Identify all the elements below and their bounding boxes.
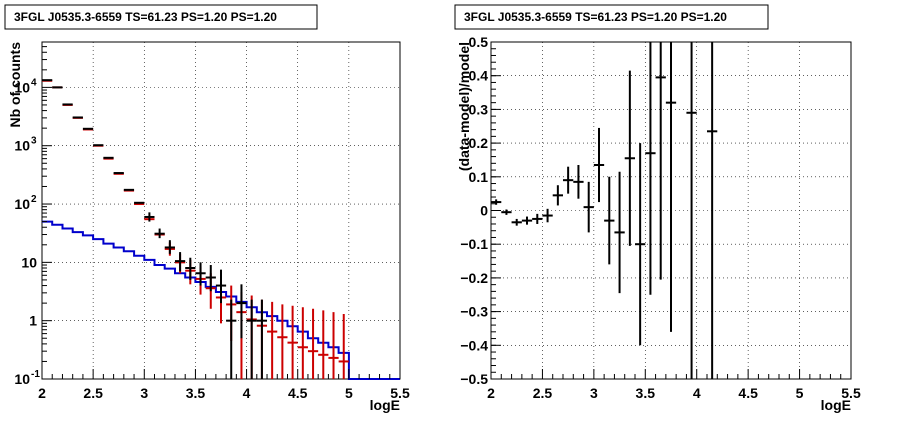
residual-y-axis-label: (data-model)/model [456, 42, 472, 171]
counts-y-tick-exponent: 3 [31, 136, 37, 147]
residual-title: 3FGL J0535.3-6559 TS=61.23 PS=1.20 PS=1.… [464, 10, 727, 24]
counts-plot-frame [41, 41, 401, 380]
counts-y-axis-label: Nb of counts [7, 42, 23, 128]
counts-y-tick-label: 10 [14, 138, 30, 154]
counts-y-tick-label: 10 [14, 371, 30, 387]
counts-y-tick-label: 10 [14, 196, 30, 212]
residual-x-tick-label: 3 [590, 385, 598, 401]
residual-y-tick-label: −0.3 [460, 304, 488, 320]
residual-y-tick-label: 0.5 [469, 34, 489, 50]
residual-y-tick-label: −0.1 [460, 236, 488, 252]
counts-title: 3FGL J0535.3-6559 TS=61.23 PS=1.20 PS=1.… [14, 10, 277, 24]
residual-x-tick-label: 4.5 [738, 385, 758, 401]
counts-x-axis-label: logE [370, 397, 400, 413]
residual-axis-ticks: 2 2.5 3 3.5 4 4.5 5 5.5 −0.5 −0.4 −0.3 −0.2 −0.1 0 0.1… [460, 34, 861, 401]
residual-x-tick-label: 5.5 [841, 385, 861, 401]
residual-y-tick-label: 0.1 [469, 169, 489, 185]
residual-panel: 2 2.5 3 3.5 4 4.5 5 5.5 −0.5 −0.4 −0.3 −0.2 −0.1 0 0.1… [454, 4, 861, 413]
residual-y-tick-label: 0.3 [469, 101, 489, 117]
residual-y-tick-label: −0.4 [460, 337, 488, 353]
counts-x-tick-label: 2 [38, 385, 46, 401]
residual-y-tick-label: 0 [480, 203, 488, 219]
counts-grid [41, 42, 401, 380]
counts-y-tick-exponent: -1 [31, 369, 40, 380]
counts-y-tick-exponent: 2 [31, 194, 37, 205]
residual-y-tick-label: −0.5 [460, 371, 488, 387]
counts-x-tick-label: 4 [243, 385, 251, 401]
counts-marks [42, 79, 400, 380]
residual-y-tick-label: 0.2 [469, 135, 489, 151]
counts-x-tick-label: 5 [345, 385, 353, 401]
residual-title-box [454, 4, 769, 30]
counts-x-tick-label: 5.5 [390, 385, 410, 401]
counts-title-box [4, 4, 318, 30]
counts-y-tick-label: 10 [21, 254, 37, 270]
counts-x-tick-label: 3.5 [186, 385, 206, 401]
residual-y-tick-label: 0.4 [469, 68, 489, 84]
residual-x-axis-label: logE [821, 397, 851, 413]
counts-x-tick-label: 4.5 [288, 385, 308, 401]
counts-y-tick-exponent: 4 [31, 77, 37, 88]
residual-x-tick-label: 4 [693, 385, 701, 401]
residual-x-tick-label: 2.5 [533, 385, 553, 401]
counts-x-tick-label: 3 [140, 385, 148, 401]
counts-y-tick-label: 1 [29, 313, 37, 329]
counts-y-tick-label: 10 [14, 79, 30, 95]
counts-x-tick-label: 2.5 [83, 385, 103, 401]
residual-marks [491, 42, 718, 379]
residual-y-tick-label: −0.2 [460, 270, 488, 286]
residual-x-tick-label: 2 [487, 385, 495, 401]
residual-x-tick-label: 3.5 [636, 385, 656, 401]
residual-x-tick-label: 5 [796, 385, 804, 401]
